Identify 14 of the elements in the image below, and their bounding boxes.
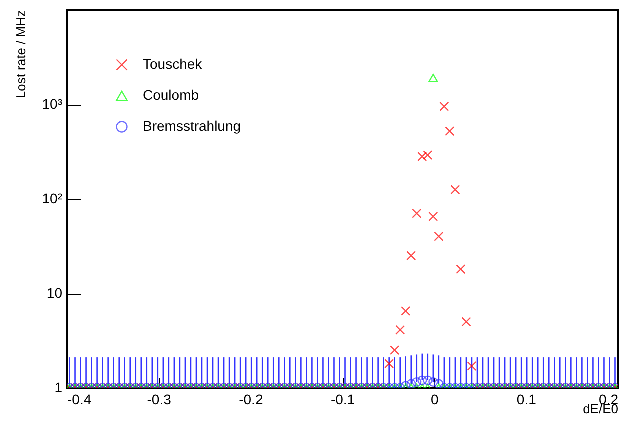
x-tick-label: -0.1	[330, 392, 356, 408]
x-tick-label: -0.2	[239, 392, 264, 408]
x-tick-label: -0.4	[68, 392, 92, 408]
y-tick-label: 10²	[42, 190, 63, 206]
x-tick-label: 0.1	[516, 392, 537, 408]
y-axis-title: Lost rate / MHz	[13, 10, 28, 99]
x-tick-label: -0.3	[147, 392, 172, 408]
y-tick-label: 10	[46, 285, 63, 301]
x-tick-label: 0	[430, 392, 439, 408]
legend-label: Coulomb	[143, 87, 200, 103]
y-tick-label: 1	[54, 380, 63, 396]
legend-label: Bremsstrahlung	[143, 118, 242, 134]
legend-label: Touschek	[143, 56, 204, 72]
y-tick-label: 10³	[42, 96, 63, 112]
